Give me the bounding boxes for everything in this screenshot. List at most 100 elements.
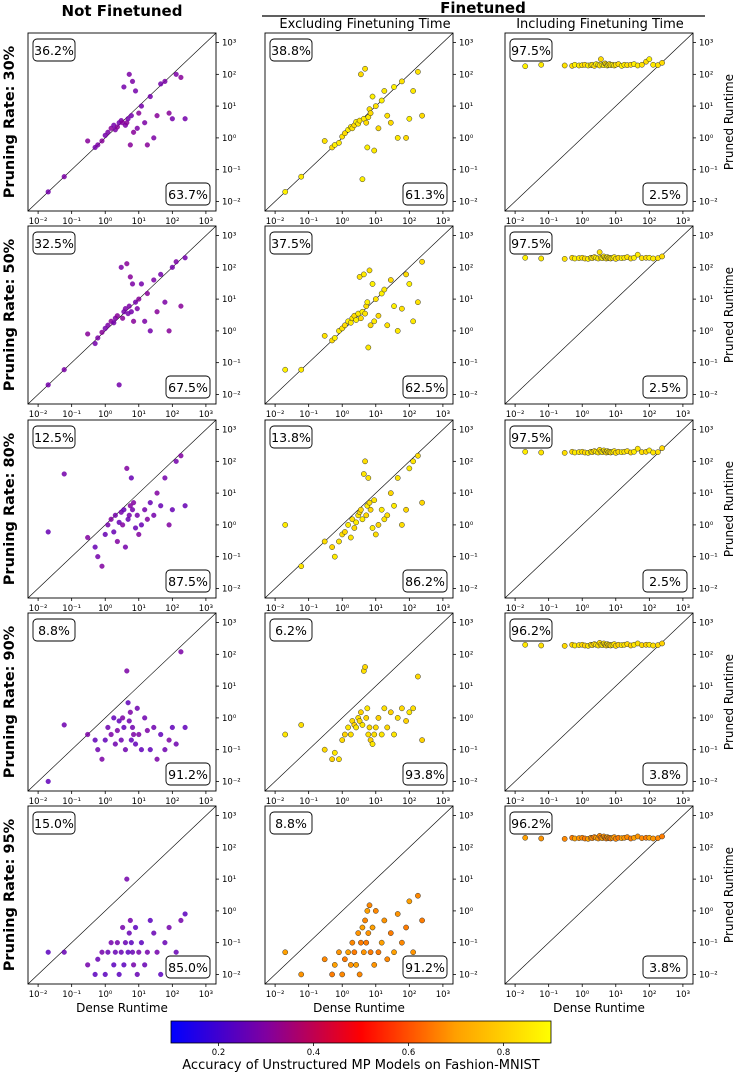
data-point: [384, 956, 391, 963]
data-point: [114, 727, 120, 734]
y-tick-label: 10⁻¹: [222, 166, 241, 176]
scatter-panel: 10⁻² 10⁻² 10⁻¹ 10⁻¹ 10⁰ 10⁰ 10¹ 10¹ 10² 10² 10³ 10³…: [264, 32, 478, 227]
data-point: [122, 747, 128, 753]
percent-top-frame: [269, 231, 313, 255]
data-point: [342, 529, 348, 535]
percent-top-box: 38.8%: [269, 38, 313, 62]
data-point: [182, 911, 188, 917]
data-point: [166, 328, 172, 334]
y-tick-label: 10⁻²: [699, 197, 718, 207]
x-tick-label: 10⁰: [98, 217, 113, 227]
scatter-panel: 10⁻² 10⁻² 10⁻¹ 10⁻¹ 10⁰ 10⁰ 10¹ 10¹ 10² 10² 10³ 10³…: [264, 225, 478, 420]
percent-bottom-frame: [165, 375, 211, 399]
percent-bottom-label: 2.5%: [649, 574, 681, 589]
data-point: [99, 329, 105, 335]
row-label: Pruning Rate: 95%: [2, 818, 18, 971]
x-tick-label: 10⁻²: [506, 604, 525, 614]
data-point: [129, 507, 136, 513]
y-tick-label: 10²: [459, 263, 473, 273]
data-point: [339, 971, 346, 978]
y-tick-label: 10¹: [699, 295, 713, 305]
x-tick-label: 10⁻²: [506, 797, 525, 807]
percent-bottom-label: 3.8%: [649, 960, 681, 975]
data-point: [173, 458, 179, 464]
y-tick-label: 10¹: [699, 875, 713, 885]
data-point: [118, 737, 124, 743]
data-point: [121, 724, 127, 731]
percent-top-label: 8.8%: [38, 623, 70, 638]
data-point: [92, 737, 98, 743]
data-point: [112, 949, 118, 955]
y-tick-label: 10²: [222, 457, 236, 467]
data-point: [127, 142, 133, 148]
x-tick-label: 10⁻¹: [62, 797, 81, 807]
data-point: [136, 531, 142, 538]
x-tick-label: 10⁻²: [29, 604, 48, 614]
y-axis-label: Pruned Runtime: [722, 74, 736, 170]
percent-bottom-label: 91.2%: [405, 960, 445, 975]
percent-top-frame: [509, 425, 553, 449]
x-tick-label: 10³: [436, 217, 450, 227]
data-point: [129, 724, 136, 731]
y-tick-label: 10³: [222, 619, 236, 629]
data-point: [356, 274, 363, 280]
data-point: [120, 315, 126, 321]
data-point: [415, 673, 421, 680]
data-point: [111, 529, 117, 535]
percent-top-frame: [269, 618, 313, 642]
data-point: [363, 715, 370, 721]
colorbar-ticks: 0.2 0.4 0.6 0.8: [212, 1043, 511, 1058]
scatter-panel: 10⁻² 10⁻² 10⁻¹ 10⁻¹ 10⁰ 10⁰ 10¹ 10¹ 10² 10² 10³ 10³…: [27, 805, 241, 1015]
data-point: [399, 939, 405, 946]
y-tick-label: 10¹: [222, 295, 236, 305]
data-point: [154, 490, 160, 496]
data-point: [655, 449, 661, 455]
colorbar-tick-label: 0.8: [497, 1048, 511, 1058]
x-tick-label: 10⁻²: [29, 217, 48, 227]
data-point: [349, 516, 356, 523]
percent-top-box: 97.5%: [509, 231, 553, 255]
data-point: [538, 835, 545, 842]
data-point: [394, 135, 401, 141]
data-point: [419, 258, 425, 265]
data-point: [126, 303, 132, 309]
y-axis-label: Pruned Runtime: [722, 461, 736, 557]
data-point: [650, 255, 657, 262]
x-tick-label: 10⁻¹: [62, 604, 81, 614]
data-point: [61, 722, 67, 728]
data-point: [331, 335, 338, 341]
data-point: [399, 305, 405, 312]
percent-bottom-frame: [165, 182, 211, 206]
data-point: [162, 475, 168, 481]
data-point: [351, 525, 358, 531]
data-point: [362, 664, 368, 670]
percent-bottom-box: 3.8%: [642, 762, 688, 786]
percent-bottom-frame: [642, 762, 688, 786]
y-tick-label: 10⁻¹: [459, 166, 478, 176]
x-tick-label: 10³: [199, 604, 213, 614]
data-point: [138, 522, 144, 528]
data-point: [659, 59, 665, 66]
data-point: [147, 93, 153, 100]
data-point: [95, 956, 101, 962]
data-point: [154, 113, 160, 119]
x-tick-label: 10²: [402, 217, 416, 227]
y-tick-label: 10³: [222, 812, 236, 822]
data-point: [142, 507, 148, 513]
x-tick-label: 10⁰: [575, 217, 590, 227]
data-point: [384, 112, 391, 119]
y-tick-label: 10⁻²: [222, 390, 241, 400]
x-tick-label: 10⁰: [98, 797, 113, 807]
identity-line: [27, 612, 217, 792]
y-tick-label: 10³: [459, 812, 473, 822]
data-point: [362, 458, 368, 465]
data-point: [169, 116, 175, 122]
data-point: [92, 971, 98, 977]
y-tick-label: 10¹: [699, 489, 713, 499]
x-tick-label: 10²: [402, 604, 416, 614]
percent-bottom-frame: [642, 182, 688, 206]
data-point: [126, 930, 132, 936]
data-point: [378, 290, 385, 297]
data-point: [105, 522, 111, 528]
percent-bottom-frame: [402, 182, 448, 206]
